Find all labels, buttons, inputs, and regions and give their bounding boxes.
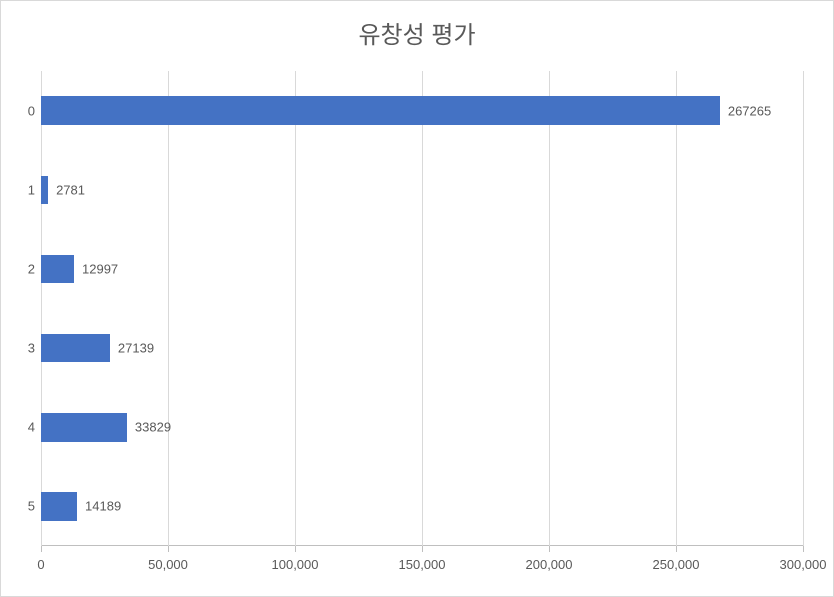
gridline bbox=[676, 71, 677, 546]
gridline bbox=[168, 71, 169, 546]
y-tick-label: 4 bbox=[19, 420, 35, 435]
bar bbox=[41, 96, 720, 125]
bar-row: 12997 bbox=[41, 255, 74, 284]
x-tick-mark bbox=[676, 546, 677, 552]
x-tick-mark bbox=[41, 546, 42, 552]
gridline bbox=[295, 71, 296, 546]
x-tick-label: 100,000 bbox=[272, 557, 319, 572]
bar bbox=[41, 334, 110, 363]
gridline bbox=[549, 71, 550, 546]
gridline bbox=[422, 71, 423, 546]
chart-title: 유창성 평가 bbox=[1, 1, 833, 58]
bar bbox=[41, 413, 127, 442]
x-tick-label: 300,000 bbox=[780, 557, 827, 572]
data-label: 33829 bbox=[135, 420, 171, 435]
bar bbox=[41, 176, 48, 205]
gridline bbox=[41, 71, 42, 546]
bar bbox=[41, 255, 74, 284]
x-tick-label: 50,000 bbox=[148, 557, 188, 572]
bar-row: 2781 bbox=[41, 176, 48, 205]
data-label: 14189 bbox=[85, 499, 121, 514]
bar bbox=[41, 492, 77, 521]
x-tick-label: 0 bbox=[37, 557, 44, 572]
bar-row: 14189 bbox=[41, 492, 77, 521]
y-tick-label: 2 bbox=[19, 261, 35, 276]
bar-row: 267265 bbox=[41, 96, 720, 125]
y-tick-label: 0 bbox=[19, 103, 35, 118]
x-tick-mark bbox=[803, 546, 804, 552]
x-tick-mark bbox=[549, 546, 550, 552]
bar-row: 27139 bbox=[41, 334, 110, 363]
bar-row: 33829 bbox=[41, 413, 127, 442]
y-tick-label: 5 bbox=[19, 499, 35, 514]
x-tick-label: 200,000 bbox=[526, 557, 573, 572]
x-tick-label: 250,000 bbox=[653, 557, 700, 572]
x-tick-label: 150,000 bbox=[399, 557, 446, 572]
data-label: 2781 bbox=[56, 182, 85, 197]
y-tick-label: 1 bbox=[19, 182, 35, 197]
x-tick-mark bbox=[422, 546, 423, 552]
data-label: 12997 bbox=[82, 261, 118, 276]
x-tick-mark bbox=[168, 546, 169, 552]
x-tick-mark bbox=[295, 546, 296, 552]
gridline bbox=[803, 71, 804, 546]
data-label: 267265 bbox=[728, 103, 771, 118]
chart-container: 유창성 평가 050,000100,000150,000200,000250,0… bbox=[0, 0, 834, 597]
data-label: 27139 bbox=[118, 341, 154, 356]
y-tick-label: 3 bbox=[19, 341, 35, 356]
plot-area: 050,000100,000150,000200,000250,000300,0… bbox=[41, 71, 803, 546]
